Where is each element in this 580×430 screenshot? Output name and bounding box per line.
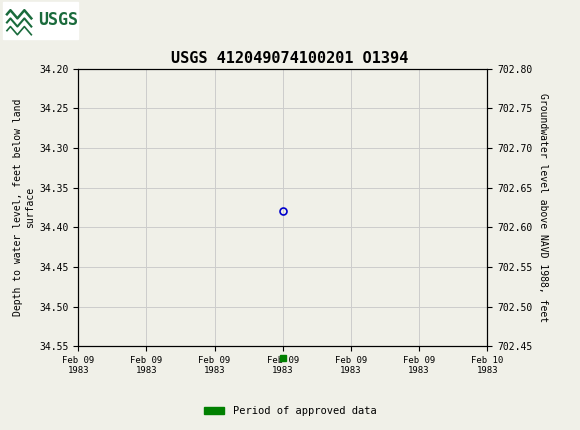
Y-axis label: Groundwater level above NAVD 1988, feet: Groundwater level above NAVD 1988, feet bbox=[538, 93, 548, 322]
Bar bbox=[3, 2, 78, 39]
Text: USGS 412049074100201 O1394: USGS 412049074100201 O1394 bbox=[171, 51, 409, 65]
Text: USGS: USGS bbox=[38, 12, 78, 29]
Y-axis label: Depth to water level, feet below land
surface: Depth to water level, feet below land su… bbox=[13, 99, 35, 316]
Legend: Period of approved data: Period of approved data bbox=[200, 402, 380, 421]
